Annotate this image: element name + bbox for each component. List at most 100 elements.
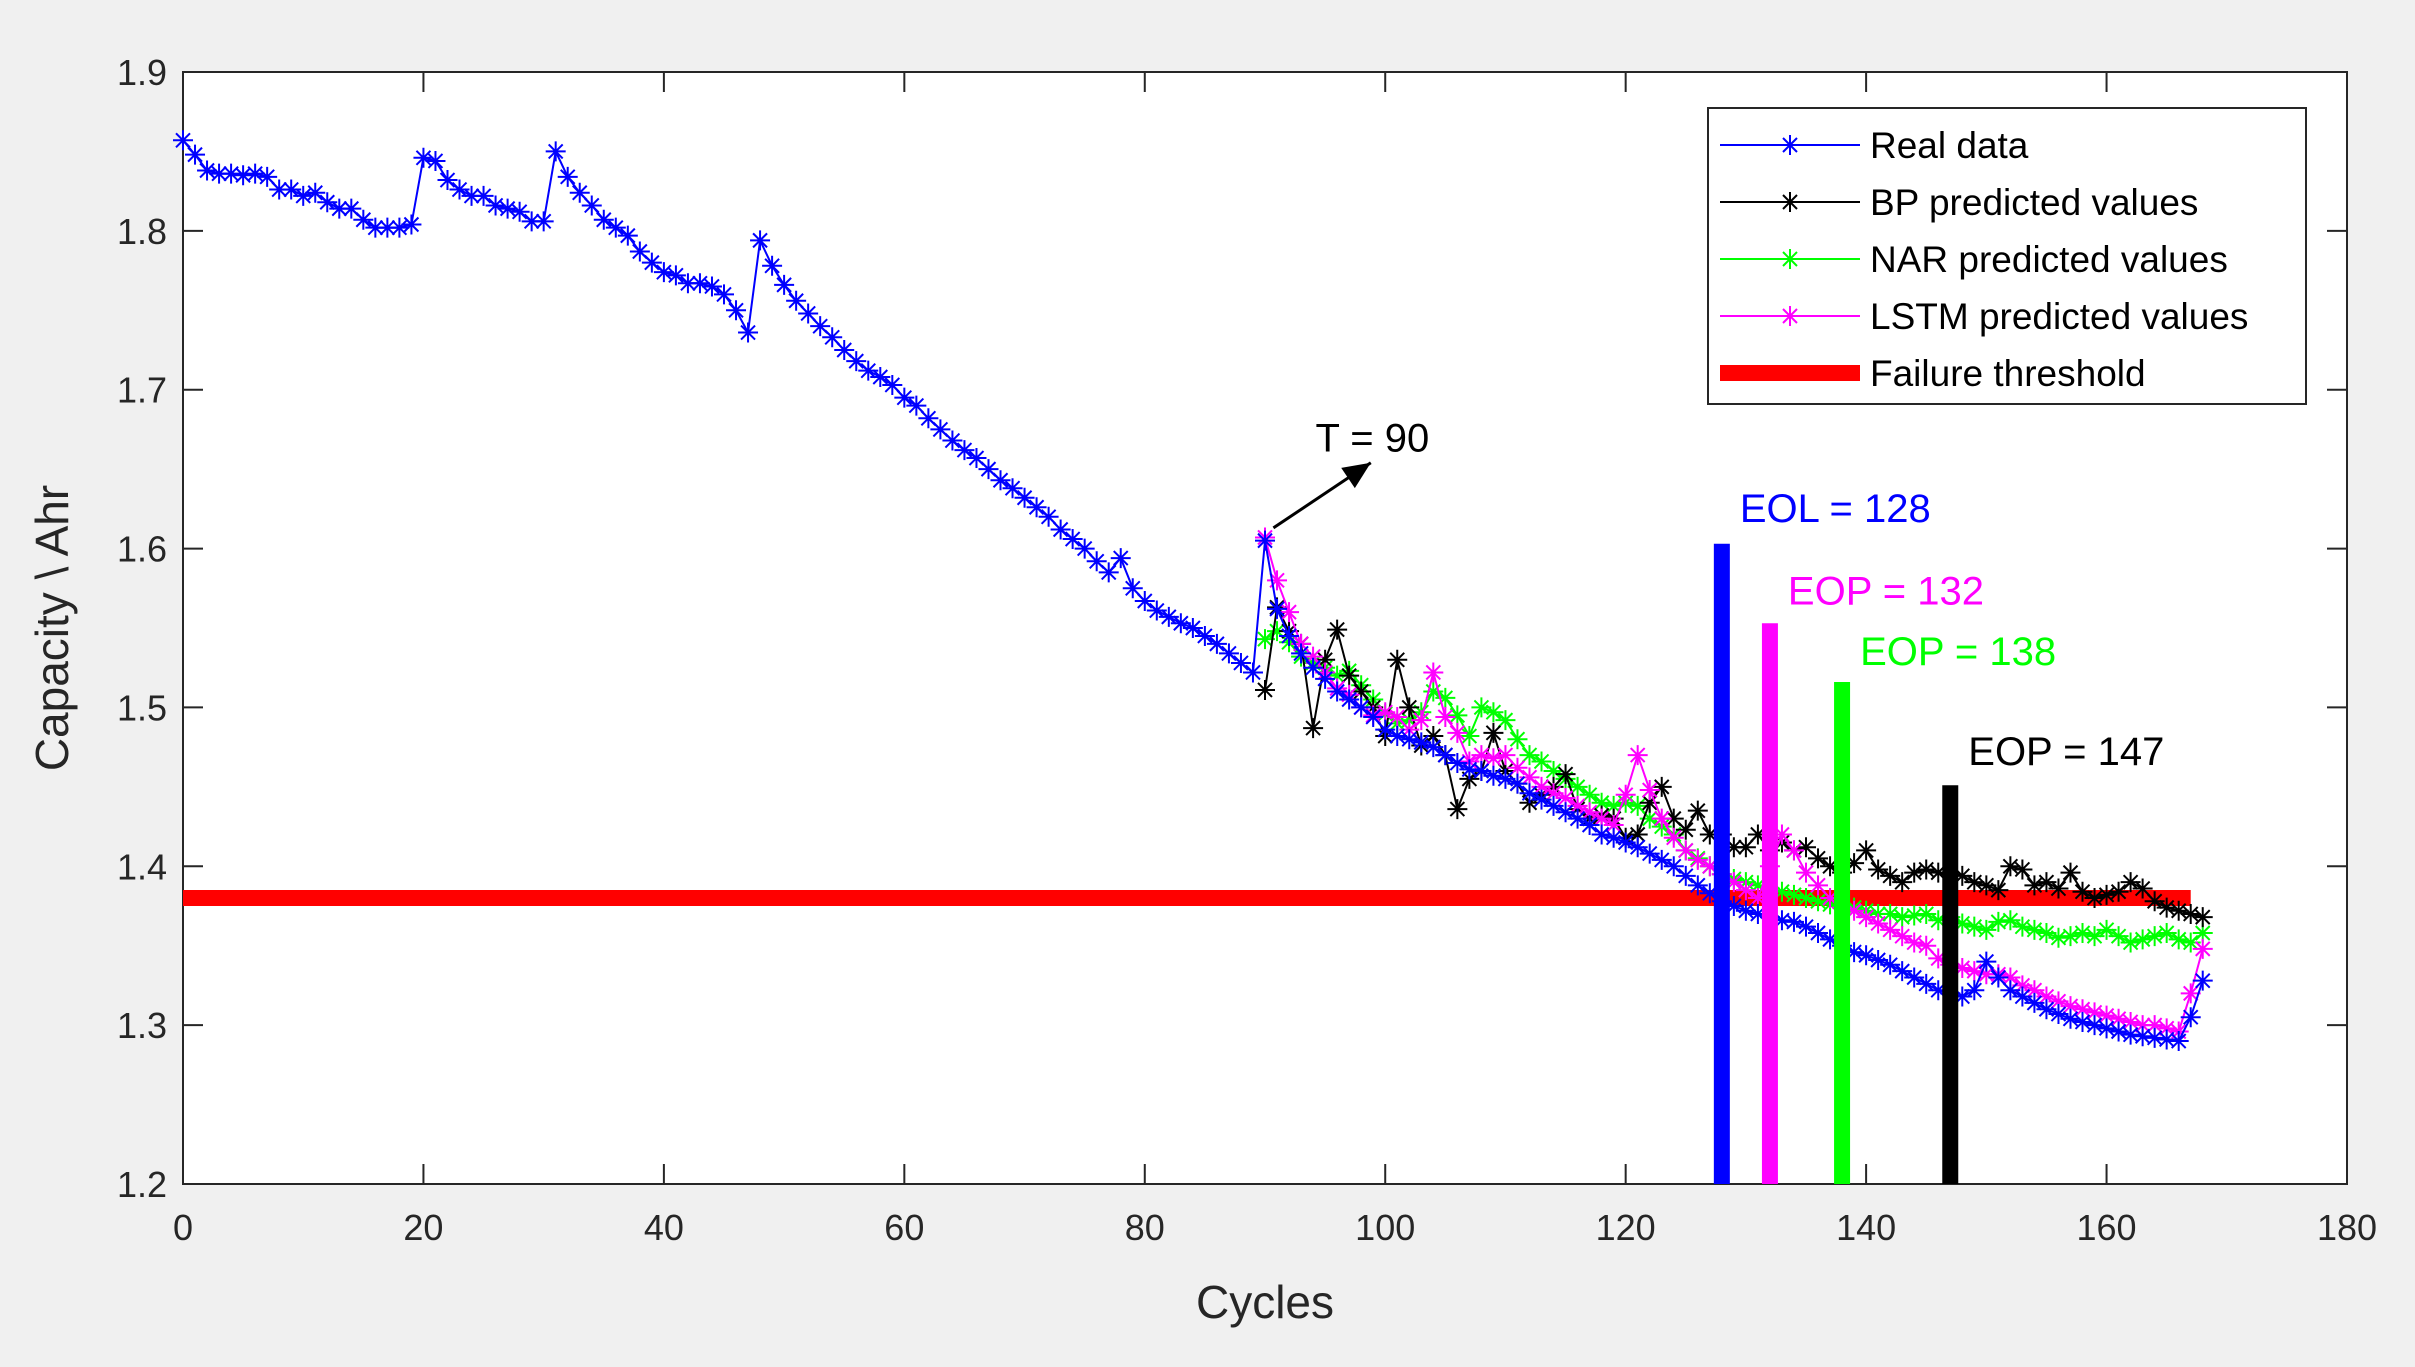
marker-label-147: EOP = 147 <box>1968 730 2164 774</box>
data-point <box>930 419 951 440</box>
data-point <box>2024 992 2045 1013</box>
data-point <box>1639 808 1660 829</box>
data-point <box>2180 932 2201 953</box>
data-point <box>1387 726 1408 747</box>
data-point <box>1255 530 1275 551</box>
data-point <box>557 166 578 187</box>
data-point <box>1483 722 1504 743</box>
data-point <box>1964 916 1985 937</box>
x-tick-label: 20 <box>403 1207 443 1248</box>
data-point <box>1291 643 1312 664</box>
data-point <box>882 374 903 395</box>
data-point <box>1423 681 1444 702</box>
data-point <box>1435 745 1456 766</box>
data-point <box>317 192 338 213</box>
data-point <box>2132 878 2153 899</box>
data-point <box>1543 795 1564 816</box>
data-point <box>1808 875 1829 896</box>
data-point <box>1495 745 1516 766</box>
data-point <box>2120 1011 2141 1032</box>
data-point <box>2024 980 2045 1001</box>
data-point <box>1880 919 1901 940</box>
data-point <box>2072 1011 2093 1032</box>
data-point <box>1699 856 1720 877</box>
data-point <box>858 360 879 381</box>
data-point <box>2108 1021 2129 1042</box>
data-point <box>305 182 326 203</box>
data-point <box>1303 646 1324 667</box>
data-point <box>1783 911 1804 932</box>
data-point <box>2084 1002 2105 1023</box>
data-point <box>2156 1029 2177 1050</box>
data-point <box>1279 625 1300 646</box>
data-point <box>1339 689 1360 710</box>
data-point <box>1844 853 1865 874</box>
data-point <box>1808 848 1829 869</box>
data-point <box>2024 919 2045 940</box>
data-point <box>750 230 771 251</box>
data-point <box>1820 888 1841 909</box>
data-point <box>1279 602 1300 623</box>
data-point <box>1399 697 1420 718</box>
data-point <box>1555 764 1576 785</box>
data-point <box>1639 780 1660 801</box>
data-point <box>1086 551 1107 572</box>
data-point <box>2168 929 2189 950</box>
data-point <box>1820 929 1841 950</box>
data-point <box>1699 824 1720 845</box>
marker-label-132: EOP = 132 <box>1788 569 1984 613</box>
data-point <box>353 209 374 230</box>
data-point <box>966 448 987 469</box>
data-point <box>2096 884 2117 905</box>
data-point <box>221 163 242 184</box>
data-point <box>1351 681 1372 702</box>
data-point <box>1723 896 1744 916</box>
data-point <box>1459 759 1480 780</box>
data-point <box>2024 875 2045 896</box>
data-point <box>1074 538 1095 559</box>
data-point <box>1531 776 1552 797</box>
data-point <box>1796 862 1816 883</box>
y-tick-label: 1.9 <box>117 52 167 93</box>
data-point <box>1387 706 1408 727</box>
data-point <box>2072 881 2093 902</box>
data-point <box>257 166 278 187</box>
axes-layer: 0 20 40 60 80 100 120 140 160 180 1.2 1.3 1.4 1.5 1.6 1… <box>117 52 2377 1248</box>
data-point <box>653 262 674 283</box>
data-point <box>2108 1008 2129 1029</box>
data-point <box>2144 926 2165 947</box>
data-point <box>1771 881 1792 902</box>
data-point <box>1675 865 1696 886</box>
data-point <box>1796 837 1816 858</box>
data-point <box>329 198 350 219</box>
data-point <box>689 273 710 294</box>
data-point <box>1579 802 1600 823</box>
data-point <box>1459 726 1480 747</box>
data-point <box>2012 916 2033 937</box>
data-point <box>1783 884 1804 905</box>
data-point <box>1507 729 1528 750</box>
data-point <box>2156 897 2177 918</box>
data-point <box>1868 913 1889 934</box>
data-point <box>1339 665 1360 686</box>
x-tick-label: 80 <box>1125 1207 1165 1248</box>
data-point <box>726 300 747 321</box>
data-point <box>2060 996 2081 1017</box>
data-point <box>942 430 963 451</box>
data-point <box>1194 625 1215 646</box>
data-point <box>1363 706 1384 727</box>
data-point <box>1880 865 1901 886</box>
data-point <box>1988 880 2009 901</box>
data-point <box>2000 856 2021 877</box>
annotation-arrow-head <box>1341 462 1371 489</box>
data-point <box>1230 652 1251 673</box>
data-point <box>1303 718 1324 739</box>
data-point <box>1447 705 1468 726</box>
data-point <box>1567 776 1588 797</box>
data-point <box>1868 950 1889 971</box>
data-point <box>1663 808 1684 829</box>
data-point <box>1687 849 1708 870</box>
data-point <box>1651 808 1672 829</box>
data-point <box>1627 745 1648 766</box>
